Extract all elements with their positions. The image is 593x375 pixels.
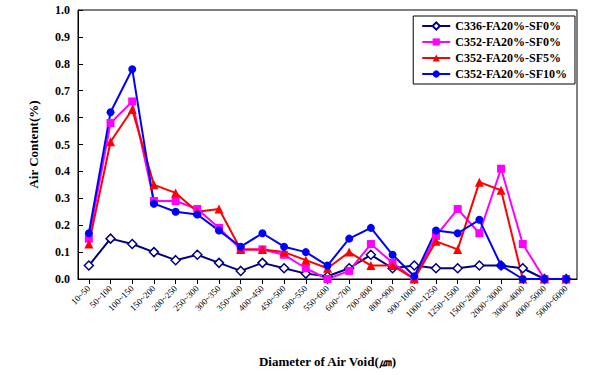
svg-text:700~800: 700~800	[344, 283, 375, 313]
svg-text:0.6: 0.6	[55, 111, 70, 125]
svg-text:250~300: 250~300	[171, 283, 201, 313]
svg-text:450~500: 450~500	[258, 283, 288, 313]
svg-text:1.0: 1.0	[55, 3, 70, 17]
svg-text:0.7: 0.7	[55, 84, 70, 98]
svg-text:1000~1250: 1000~1250	[403, 283, 440, 320]
svg-text:4000~5000: 4000~5000	[512, 283, 548, 320]
svg-text:Air Content(%): Air Content(%)	[26, 100, 41, 188]
svg-text:550~600: 550~600	[301, 283, 331, 313]
svg-text:400~450: 400~450	[236, 283, 266, 313]
svg-text:C352-FA20%-SF0%: C352-FA20%-SF0%	[455, 35, 561, 49]
svg-text:300~350: 300~350	[193, 283, 223, 313]
svg-text:C352-FA20%-SF10%: C352-FA20%-SF10%	[455, 67, 567, 81]
svg-text:5000~6000: 5000~6000	[534, 283, 570, 319]
svg-text:1500~2000: 1500~2000	[447, 283, 483, 320]
svg-text:800~900: 800~900	[366, 283, 397, 313]
svg-text:0.9: 0.9	[55, 30, 70, 44]
svg-text:50~100: 50~100	[87, 283, 115, 310]
svg-text:0.1: 0.1	[55, 245, 70, 259]
svg-text:500~550: 500~550	[279, 283, 310, 313]
svg-text:Diameter of Air Void(㎛): Diameter of Air Void(㎛)	[259, 354, 396, 369]
svg-text:150~200: 150~200	[127, 283, 158, 313]
svg-text:C336-FA20%-SF0%: C336-FA20%-SF0%	[455, 19, 561, 33]
svg-text:3000~4000: 3000~4000	[490, 283, 527, 320]
svg-text:200~250: 200~250	[149, 283, 180, 313]
svg-text:1250~1500: 1250~1500	[425, 283, 462, 320]
svg-text:0.8: 0.8	[55, 57, 70, 71]
svg-text:600~700: 600~700	[323, 283, 353, 313]
svg-text:100~150: 100~150	[106, 283, 136, 313]
svg-text:0.0: 0.0	[55, 272, 70, 286]
svg-text:0.3: 0.3	[55, 191, 70, 205]
svg-text:C352-FA20%-SF5%: C352-FA20%-SF5%	[455, 51, 561, 65]
svg-text:2000~3000: 2000~3000	[468, 283, 505, 320]
svg-text:350~400: 350~400	[214, 283, 245, 313]
svg-text:900~1000: 900~1000	[385, 283, 418, 317]
svg-text:0.4: 0.4	[55, 164, 70, 178]
svg-text:0.2: 0.2	[55, 218, 70, 232]
svg-text:0.5: 0.5	[55, 138, 70, 152]
svg-text:10~50: 10~50	[69, 283, 93, 307]
